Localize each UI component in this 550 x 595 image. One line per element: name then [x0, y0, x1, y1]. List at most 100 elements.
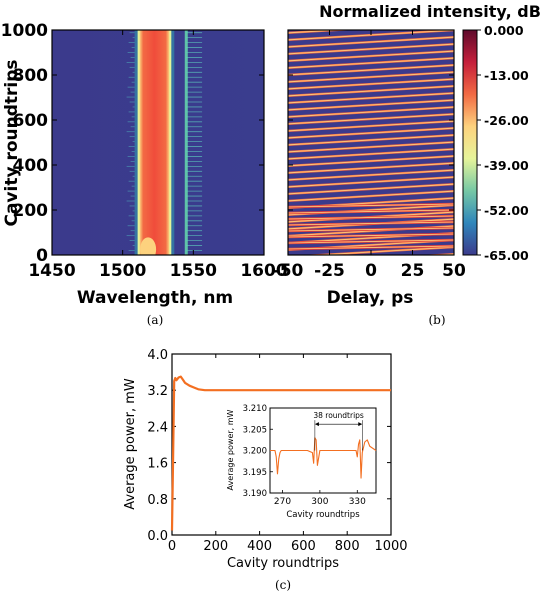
inset-ytick-label: 3.210 — [243, 404, 267, 414]
inset-annotation-label: 38 roundtrips — [313, 411, 364, 420]
panel-b-transient-core — [288, 209, 454, 214]
panel-b-trace-core — [288, 78, 454, 90]
colorbar-tick-label: -26.00 — [484, 113, 529, 128]
panel-b-temporal-heatmap: -50 -25 0 25 50 Delay, ps (b) — [273, 29, 466, 327]
panel-b-trace-core — [288, 57, 454, 69]
panel-b-transient-core — [288, 221, 454, 226]
panel-a-xtick-label: 1600 — [240, 261, 287, 281]
panel-b-trace-core — [288, 183, 454, 195]
panel-b-trace-core — [288, 43, 454, 55]
panel-c-ytick-label: 0.0 — [147, 529, 168, 544]
panel-b-trace-core — [288, 92, 454, 104]
panel-c-ytick-label: 3.2 — [147, 384, 168, 399]
panel-b-xtick-label: -25 — [314, 261, 345, 281]
inset-annot-arrowhead-left — [314, 422, 319, 427]
panel-a-frame — [51, 29, 265, 256]
panel-a-ytick-label: 0 — [36, 246, 48, 266]
panel-a-ytick-label: 800 — [13, 66, 49, 86]
inset-ylabel: Average power, mW — [226, 409, 235, 490]
panel-b-xtick-label: 25 — [401, 261, 425, 281]
colorbar-frame — [462, 29, 478, 256]
panel-b-transient-core — [288, 227, 454, 232]
inset-xtick-label: 270 — [274, 497, 291, 507]
colorbar-tick-label: -52.00 — [484, 203, 529, 218]
panel-a-caption: (a) — [147, 313, 164, 327]
inset-annot-arrowhead-right — [358, 422, 363, 427]
panel-b-trace-core — [288, 155, 454, 167]
panel-a-transient — [140, 237, 157, 255]
panel-a-ylabel: Cavity roundtrips — [2, 59, 22, 226]
panel-b-transient-core — [288, 245, 454, 250]
panel-b-transient-core — [288, 215, 454, 220]
panel-b-xlabel: Delay, ps — [327, 288, 414, 308]
panel-b-xtick-label: -50 — [273, 261, 304, 281]
panel-b-trace-core — [288, 36, 454, 48]
colorbar-title: Normalized intensity, dB — [319, 2, 541, 21]
inset-ytick-label: 3.205 — [243, 425, 267, 435]
panel-c-ylabel: Average power, mW — [123, 378, 138, 510]
panel-c-xtick-label: 800 — [335, 539, 360, 554]
inset-ytick-label: 3.190 — [243, 489, 267, 499]
panel-b-trace-core — [288, 176, 454, 188]
panel-c-xtick-label: 600 — [291, 539, 316, 554]
panel-a-ytick-label: 200 — [13, 201, 49, 221]
panel-b-trace-core — [288, 71, 454, 83]
inset-ytick-label: 3.195 — [243, 468, 267, 478]
panel-a-xtick-label: 1450 — [28, 261, 75, 281]
colorbar-tick-label: -65.00 — [484, 248, 529, 263]
panel-c-xlabel: Cavity roundtrips — [227, 556, 339, 571]
panel-b-trace-core — [288, 141, 454, 153]
colorbar: 0.000 -13.00 -26.00 -39.00 -52.00 -65.00 Norm… — [319, 2, 541, 263]
panel-c-caption: (c) — [275, 578, 291, 592]
panel-a-ytick-label: 1000 — [1, 21, 48, 41]
panel-b-trace-core — [288, 50, 454, 62]
panel-b-trace-core — [288, 113, 454, 125]
panel-b-trace-core — [288, 120, 454, 132]
panel-c-ytick-label: 4.0 — [147, 348, 168, 363]
colorbar-gradient — [463, 30, 477, 255]
panel-a-xtick-label: 1500 — [99, 261, 146, 281]
colorbar-tick-label: 0.000 — [484, 23, 524, 38]
panel-a-xtick-label: 1550 — [170, 261, 217, 281]
panel-b-xtick-label: 50 — [442, 261, 466, 281]
panel-a-band-core — [139, 30, 170, 255]
panel-c-average-power: 0 200 400 600 800 1000 0.0 0.8 1.6 2.4 3.2 4.0 Cavi… — [123, 348, 408, 592]
panel-c-inset: 270 300 330 3.190 3.195 3.200 3.205 3.210 38 ro… — [226, 404, 377, 520]
panel-c-frame — [171, 353, 392, 536]
panel-c-ytick-label: 2.4 — [147, 420, 168, 435]
panel-b-transient-core — [288, 233, 454, 238]
panel-b-trace-core — [288, 148, 454, 160]
colorbar-tick-label: -13.00 — [484, 68, 529, 83]
inset-series-line — [270, 437, 377, 479]
panel-b-transient-core — [288, 239, 454, 244]
panel-c-xtick-label: 1000 — [374, 539, 407, 554]
panel-c-ytick-label: 1.6 — [147, 457, 168, 472]
panel-b-xtick-label: 0 — [365, 261, 377, 281]
panel-a-xlabel: Wavelength, nm — [77, 288, 233, 308]
panel-a-spectrum-heatmap: 1450 1500 1550 1600 0 200 400 600 800 1000 Wavele… — [1, 21, 288, 327]
panel-a-ytick-label: 600 — [13, 111, 49, 131]
panel-b-trace-core — [288, 134, 454, 146]
panel-c-xtick-label: 0 — [168, 539, 176, 554]
inset-xtick-label: 300 — [311, 497, 328, 507]
panel-b-trace-core — [288, 99, 454, 111]
panel-b-transient-core — [288, 203, 454, 208]
inset-ytick-label: 3.200 — [243, 447, 267, 457]
panel-b-trace-core — [288, 169, 454, 181]
inset-xlabel: Cavity roundtrips — [286, 510, 360, 520]
panel-a-ytick-label: 400 — [13, 156, 49, 176]
panel-b-trace-core — [288, 64, 454, 76]
colorbar-tick-label: -39.00 — [484, 158, 529, 173]
panel-b-trace-core — [288, 127, 454, 139]
panel-b-caption: (b) — [428, 313, 445, 327]
panel-b-trace-core — [288, 85, 454, 97]
panel-c-xtick-label: 400 — [247, 539, 272, 554]
inset-xtick-label: 330 — [349, 497, 366, 507]
panel-b-trace-core — [288, 162, 454, 174]
panel-a-secondary-line — [184, 30, 188, 255]
panel-b-trace-core — [288, 30, 345, 34]
panel-b-trace-core — [288, 106, 454, 118]
panel-c-series-line — [170, 375, 391, 531]
panel-c-xtick-label: 200 — [203, 539, 228, 554]
